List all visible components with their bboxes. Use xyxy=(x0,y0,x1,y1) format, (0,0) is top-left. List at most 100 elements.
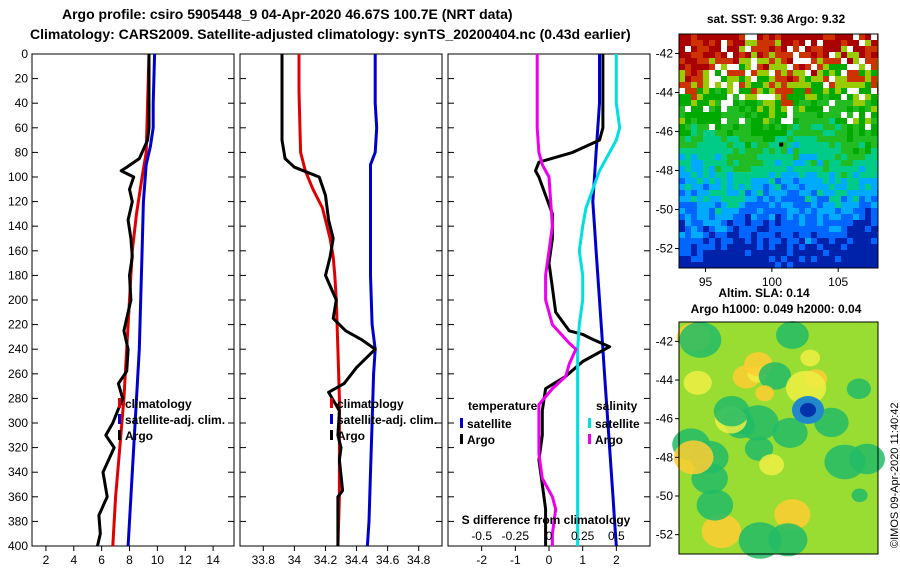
sst-cell xyxy=(829,52,835,58)
sst-cell xyxy=(811,148,817,154)
sst-cell xyxy=(697,154,703,160)
sst-cell xyxy=(811,136,817,142)
sst-cell xyxy=(691,196,697,202)
sst-cell xyxy=(691,250,697,256)
sst-cell xyxy=(847,172,853,178)
sst-cell xyxy=(685,124,691,130)
sst-cell xyxy=(775,34,781,40)
sst-cell xyxy=(787,172,793,178)
sst-cell xyxy=(817,238,823,244)
sst-cell xyxy=(739,88,745,94)
sst-cell xyxy=(823,178,829,184)
sst-cell xyxy=(769,244,775,250)
sst-cell xyxy=(751,52,757,58)
sst-cell xyxy=(685,178,691,184)
sst-cell xyxy=(733,172,739,178)
sst-cell xyxy=(835,208,841,214)
sst-cell xyxy=(709,142,715,148)
sst-cell xyxy=(685,76,691,82)
sst-cell xyxy=(775,76,781,82)
sst-cell xyxy=(811,124,817,130)
sst-cell xyxy=(817,244,823,250)
sst-cell xyxy=(799,172,805,178)
sst-cell xyxy=(799,88,805,94)
sst-cell xyxy=(841,58,847,64)
sla-blob-core xyxy=(800,403,816,417)
sst-cell xyxy=(769,142,775,148)
sst-cell xyxy=(769,58,775,64)
legend-label-temperature-1: satellite-adj. clim. xyxy=(125,413,225,427)
sst-cell xyxy=(685,166,691,172)
sst-cell xyxy=(811,154,817,160)
sst-cell xyxy=(715,154,721,160)
y-tick-label-200: 200 xyxy=(8,293,28,307)
sst-cell xyxy=(793,100,799,106)
sst-cell xyxy=(775,154,781,160)
sst-cell xyxy=(823,142,829,148)
sst-cell xyxy=(853,256,859,262)
sst-cell xyxy=(799,202,805,208)
sst-cell xyxy=(835,244,841,250)
sst-cell xyxy=(793,40,799,46)
sst-cell xyxy=(703,70,709,76)
sst-cell xyxy=(787,124,793,130)
sst-cell xyxy=(679,94,685,100)
sst-cell xyxy=(859,226,865,232)
sst-cell xyxy=(769,232,775,238)
sst-cell xyxy=(763,250,769,256)
sst-cell xyxy=(715,130,721,136)
sst-cell xyxy=(727,184,733,190)
sst-cell xyxy=(745,220,751,226)
sst-cell xyxy=(787,82,793,88)
sst-cell xyxy=(685,118,691,124)
sst-cell xyxy=(829,262,835,268)
sst-cell xyxy=(745,166,751,172)
sst-cell xyxy=(721,238,727,244)
sla-blob xyxy=(679,321,722,358)
sst-cell xyxy=(811,262,817,268)
sst-cell xyxy=(871,166,877,172)
sst-cell xyxy=(799,244,805,250)
sst-cell xyxy=(763,82,769,88)
sst-cell xyxy=(703,190,709,196)
sst-cell xyxy=(697,40,703,46)
sst-cell xyxy=(739,76,745,82)
sst-cell xyxy=(727,70,733,76)
sst-cell xyxy=(865,124,871,130)
sst-cell xyxy=(739,142,745,148)
sst-cell xyxy=(817,124,823,130)
sst-cell xyxy=(817,160,823,166)
sla-blob xyxy=(824,444,866,480)
legend-swatch-temperature-2 xyxy=(118,430,121,440)
sst-cell xyxy=(847,160,853,166)
sst-cell xyxy=(679,214,685,220)
sst-cell xyxy=(679,226,685,232)
sst-cell xyxy=(733,142,739,148)
sst-cell xyxy=(739,238,745,244)
sst-cell xyxy=(769,64,775,70)
sst-cell xyxy=(799,40,805,46)
sst-cell xyxy=(847,178,853,184)
sst-cell xyxy=(865,70,871,76)
legend-sal-label-1: Argo xyxy=(595,433,623,447)
sst-cell xyxy=(865,118,871,124)
sst-cell xyxy=(763,196,769,202)
sst-cell xyxy=(865,178,871,184)
sst-cell xyxy=(835,166,841,172)
sst-cell xyxy=(679,220,685,226)
sst-cell xyxy=(817,88,823,94)
sst-cell xyxy=(769,166,775,172)
sst-cell xyxy=(763,58,769,64)
sdiff-axis-label: S difference from climatology xyxy=(462,513,631,527)
sst-cell xyxy=(805,82,811,88)
sst-cell xyxy=(793,52,799,58)
sst-cell xyxy=(781,124,787,130)
sst-cell xyxy=(709,40,715,46)
sst-cell xyxy=(763,64,769,70)
sst-cell xyxy=(811,178,817,184)
sst-cell xyxy=(709,124,715,130)
legend-swatch-salinity-2 xyxy=(330,430,333,440)
sst-cell xyxy=(721,82,727,88)
sst-cell xyxy=(739,100,745,106)
sst-cell xyxy=(859,172,865,178)
